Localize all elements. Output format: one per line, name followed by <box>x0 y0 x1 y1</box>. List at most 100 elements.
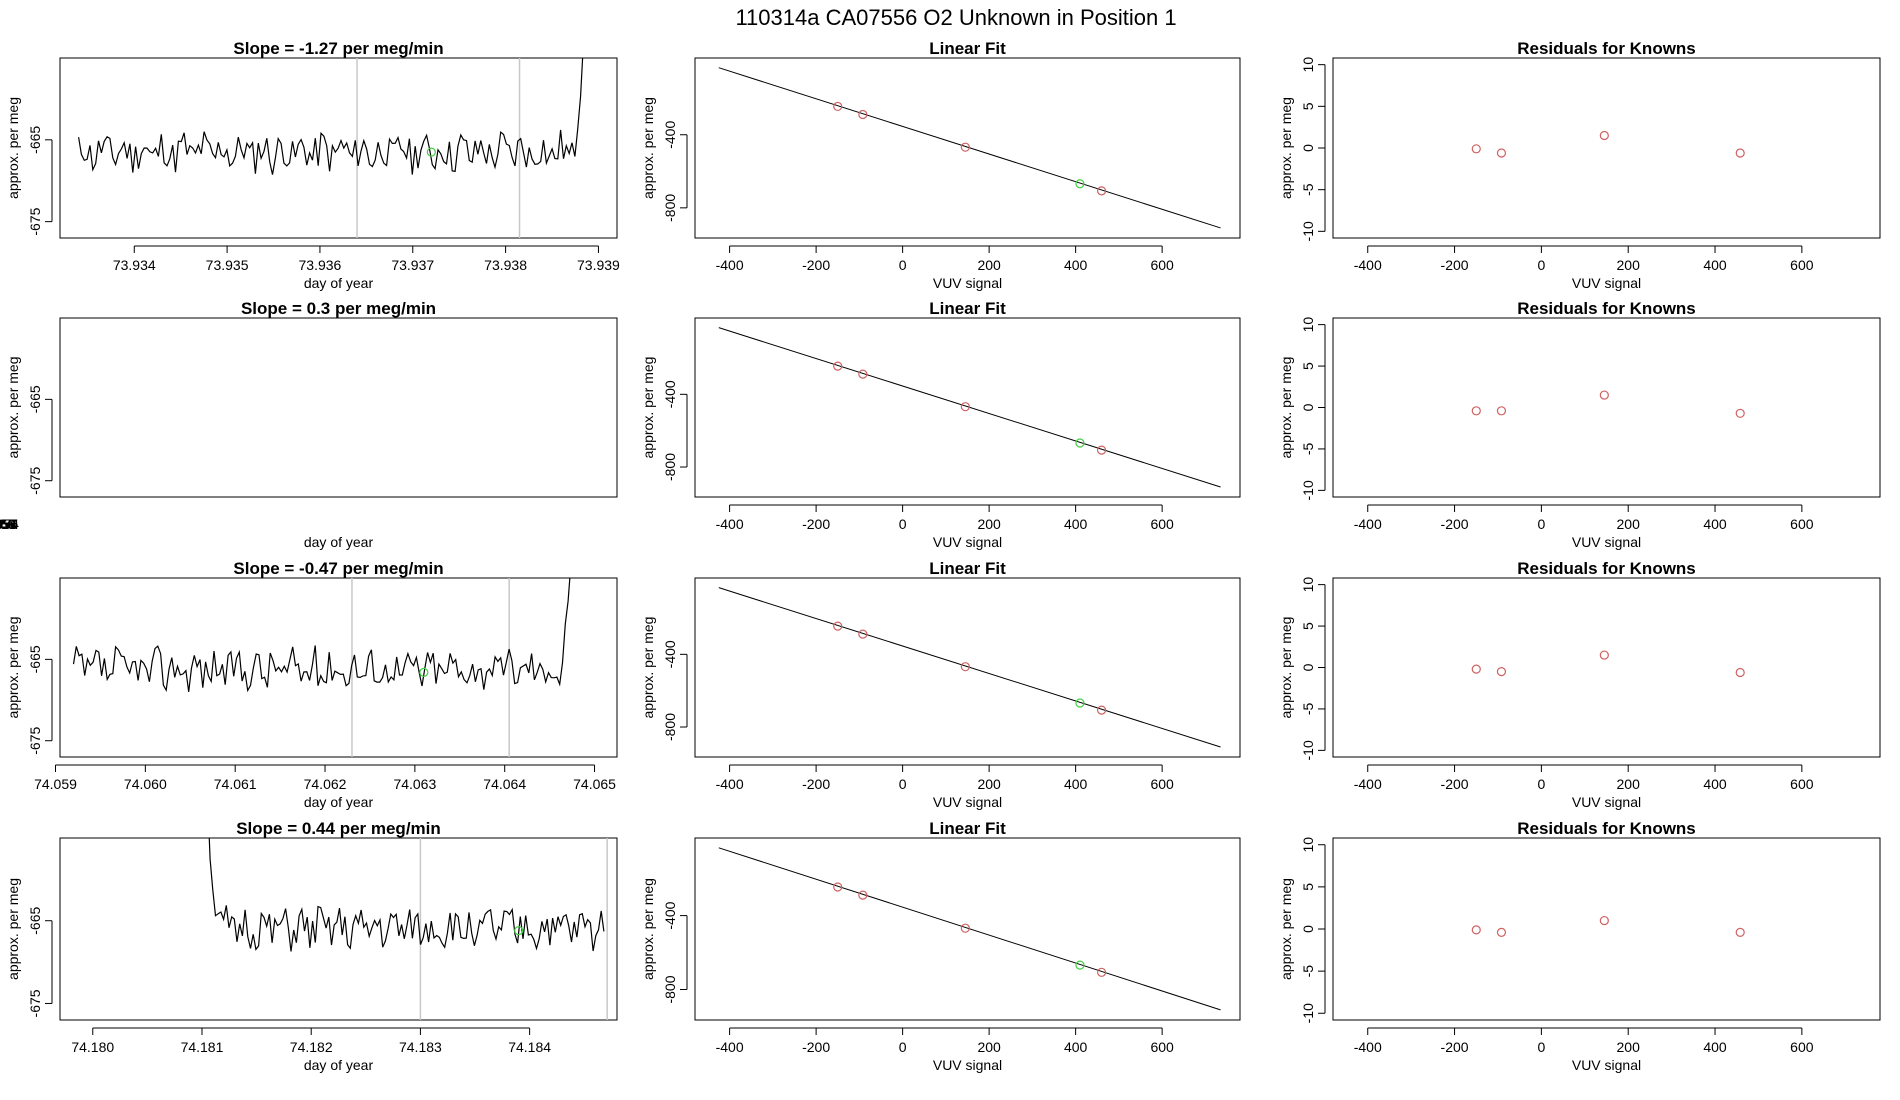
x-axis-label: day of year <box>304 1057 374 1073</box>
y-tick-label: 5 <box>1300 362 1316 370</box>
panel-linear-fit-row-2: Linear Fit -400 -200 0 200 400 600 VUV signal -4… <box>640 299 1241 550</box>
x-tick-label: 200 <box>977 1039 1001 1055</box>
plot-frame <box>1332 57 1881 239</box>
y-axis-label: approx. per meg <box>5 617 21 719</box>
y-tick-label: 0 <box>1300 663 1316 671</box>
x-tick-label: 400 <box>1703 257 1727 273</box>
panel-title: Residuals for Knowns <box>1517 559 1696 578</box>
plot-frame <box>1332 577 1881 758</box>
x-tick-label: -200 <box>802 516 830 532</box>
x-tick-label: 74.059 <box>34 776 77 792</box>
x-tick-label: 74.058 <box>0 516 17 532</box>
known-standard-point <box>960 662 970 672</box>
x-tick-label: -400 <box>1354 776 1382 792</box>
x-axis-label: day of year <box>304 534 374 550</box>
unknown-sample-point <box>419 667 429 677</box>
y-tick-label: -665 <box>27 385 43 413</box>
x-axis-label: VUV signal <box>933 275 1002 291</box>
x-tick-label: 73.934 <box>113 257 156 273</box>
x-tick-label: 74.056 <box>0 516 18 532</box>
y-tick-label: -665 <box>27 126 43 154</box>
y-tick-label: -675 <box>27 467 43 495</box>
x-tick-label: 600 <box>1150 776 1174 792</box>
x-tick-label: -200 <box>802 776 830 792</box>
residual-point <box>1496 927 1507 937</box>
x-tick-label: 400 <box>1064 516 1088 532</box>
plot-data <box>718 587 1221 748</box>
y-tick-label: -800 <box>662 975 678 1003</box>
y-tick-label: 10 <box>1300 57 1316 73</box>
unknown-sample-point <box>514 926 524 936</box>
x-tick-label: 74.063 <box>393 776 436 792</box>
known-standard-point <box>858 369 868 379</box>
plot-frame <box>59 57 618 239</box>
panel-time-series-row-2: Slope = 0.3 per meg/min 74.05474.05574.05… <box>0 299 618 550</box>
y-tick-label: -675 <box>27 727 43 755</box>
x-axis-label: VUV signal <box>1572 794 1641 810</box>
x-tick-label: -200 <box>1441 257 1469 273</box>
residual-point <box>1599 650 1609 660</box>
y-axis-label: approx. per meg <box>1278 617 1294 719</box>
x-tick-label: 74.184 <box>508 1039 551 1055</box>
x-axis-label: day of year <box>304 794 374 810</box>
x-tick-label: 74.060 <box>0 516 15 532</box>
panel-title: Linear Fit <box>929 299 1006 318</box>
residual-point <box>1496 148 1507 158</box>
x-tick-label: 200 <box>1617 1039 1641 1055</box>
x-tick-label: 400 <box>1703 1039 1727 1055</box>
x-tick-label: 400 <box>1703 776 1727 792</box>
residual-point <box>1735 408 1745 418</box>
x-axis-label: VUV signal <box>933 794 1002 810</box>
known-standard-point <box>1096 186 1107 196</box>
x-tick-label: 200 <box>977 516 1001 532</box>
x-tick-label: 600 <box>1150 257 1174 273</box>
plot-frame <box>694 57 1241 239</box>
x-tick-label: 600 <box>1150 1039 1174 1055</box>
plot-data <box>1471 915 1745 937</box>
x-tick-label: 0 <box>899 776 907 792</box>
x-tick-label: 74.060 <box>124 776 167 792</box>
known-standard-point <box>833 361 843 371</box>
x-tick-label: 0 <box>899 516 907 532</box>
y-tick-label: -400 <box>662 380 678 408</box>
x-tick-label: 200 <box>977 257 1001 273</box>
figure-title: 110314a CA07556 O2 Unknown in Position 1 <box>735 5 1176 30</box>
panel-title: Slope = -1.27 per meg/min <box>233 39 443 58</box>
plot-data <box>78 58 584 238</box>
x-tick-label: 73.938 <box>484 257 527 273</box>
x-tick-label: 0 <box>899 1039 907 1055</box>
x-tick-label: 74.182 <box>290 1039 333 1055</box>
x-axis-label: day of year <box>304 275 374 291</box>
known-standard-point <box>960 923 970 933</box>
y-tick-label: -400 <box>662 640 678 668</box>
y-tick-label: -800 <box>662 194 678 222</box>
y-tick-label: -800 <box>662 453 678 481</box>
residual-point <box>1496 406 1507 416</box>
unknown-sample-point <box>426 147 436 157</box>
x-tick-label: 0 <box>899 257 907 273</box>
unknown-sample-point <box>1075 179 1085 189</box>
x-tick-label: 400 <box>1703 516 1727 532</box>
plot-frame <box>59 577 618 758</box>
panel-residuals-row-1: Residuals for Knowns -400 -200 0 200 400 600 VU… <box>1278 39 1881 291</box>
panel-title: Residuals for Knowns <box>1517 39 1696 58</box>
residual-point <box>1599 130 1609 141</box>
x-tick-label: 200 <box>1617 776 1641 792</box>
unknown-sample-point <box>1075 960 1085 970</box>
x-axis-label: VUV signal <box>1572 1057 1641 1073</box>
y-tick-label: -675 <box>27 989 43 1017</box>
residual-point <box>1496 667 1507 677</box>
x-tick-label: -400 <box>716 1039 744 1055</box>
plot-data <box>1471 130 1745 158</box>
x-tick-label: 74.183 <box>399 1039 442 1055</box>
known-standard-point <box>1096 705 1107 715</box>
y-tick-label: -665 <box>27 907 43 935</box>
x-tick-label: 74.065 <box>573 776 616 792</box>
y-axis-label: approx. per meg <box>5 97 21 199</box>
unknown-sample-point <box>1075 698 1085 708</box>
y-axis-label: approx. per meg <box>1278 357 1294 459</box>
x-tick-label: 74.059 <box>0 516 16 532</box>
panel-time-series-row-4: Slope = 0.44 per meg/min 74.180 74.181 74.1… <box>5 819 618 1073</box>
x-axis-label: VUV signal <box>933 534 1002 550</box>
x-tick-label: 200 <box>1617 516 1641 532</box>
